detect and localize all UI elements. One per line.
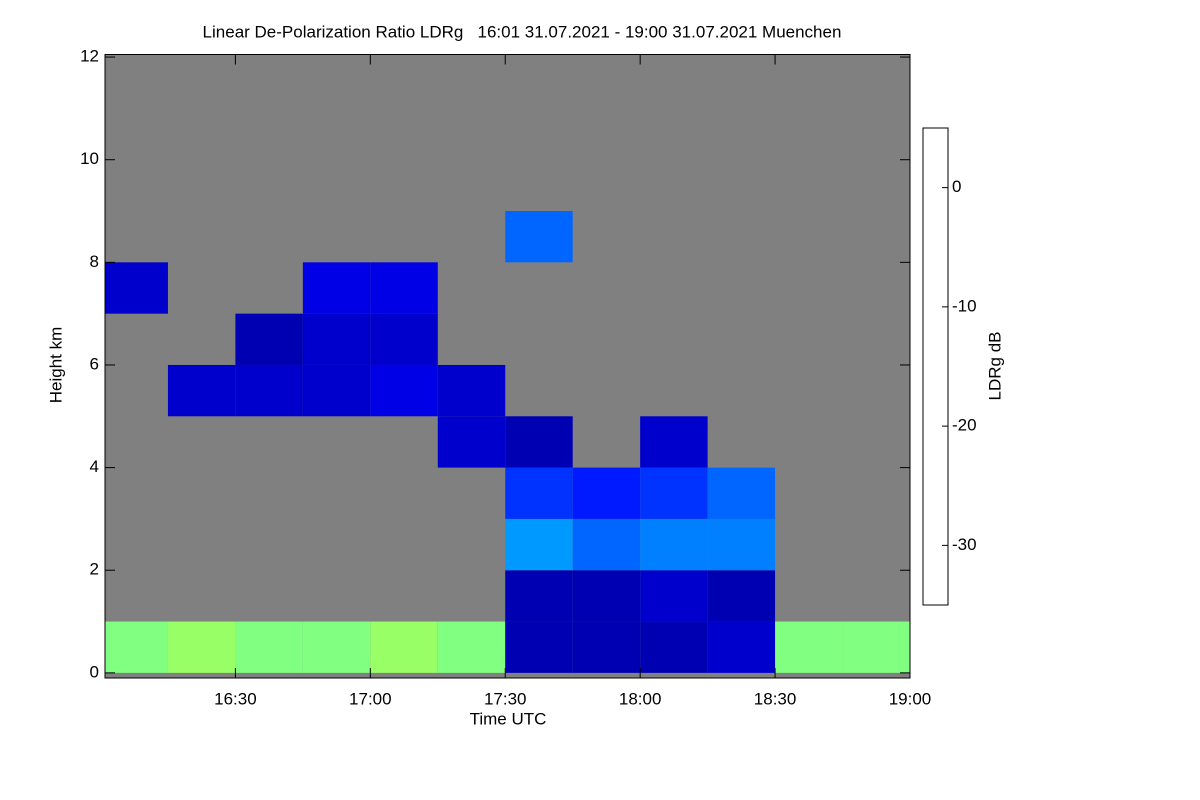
colorbar-tick-label: -30 (952, 535, 977, 554)
chart-title: Linear De-Polarization Ratio LDRg 16:01 … (203, 22, 842, 41)
heatmap-cell (707, 570, 776, 622)
heatmap-cell (370, 621, 438, 673)
heatmap-cell (505, 416, 573, 468)
y-tick-label: 2 (90, 560, 99, 579)
y-tick-label: 4 (90, 457, 99, 476)
heatmap-cell (505, 570, 573, 622)
heatmap-cell (640, 621, 708, 673)
heatmap-cell (572, 467, 641, 519)
heatmap-cell (105, 621, 168, 673)
heatmap-cell (437, 364, 506, 417)
heatmap-cell (707, 621, 776, 673)
heatmap-cell (302, 262, 371, 314)
heatmap-cell (640, 570, 708, 622)
x-tick-label: 19:00 (889, 689, 932, 708)
heatmap-cell (167, 621, 236, 673)
heatmap-cell (572, 518, 641, 571)
heatmap-cell (775, 621, 843, 673)
colorbar (922, 127, 949, 606)
heatmap-cell (505, 518, 573, 571)
heatmap-cell (437, 416, 506, 468)
colorbar-tick-label: -20 (952, 416, 977, 435)
y-axis-label: Height km (46, 327, 65, 404)
heatmap-cell (437, 621, 506, 673)
x-tick-label: 16:30 (214, 689, 257, 708)
heatmap-cell (505, 211, 573, 263)
y-tick-label: 8 (90, 252, 99, 271)
heatmap-cell (572, 570, 641, 622)
y-tick-label: 0 (90, 662, 99, 681)
heatmap-cell (572, 621, 641, 673)
heatmap-cell (302, 313, 371, 365)
x-tick-label: 17:00 (349, 689, 392, 708)
heatmap-cell (640, 518, 708, 571)
colorbar-tick-label: 0 (952, 177, 961, 196)
x-axis-label: Time UTC (470, 709, 547, 728)
y-tick-label: 10 (80, 149, 99, 168)
colorbar-tick-label: -10 (952, 296, 977, 315)
plot-frame (104, 54, 911, 679)
heatmap-cell (640, 467, 708, 519)
heatmap-cell (370, 313, 438, 365)
heatmap-cell (235, 313, 303, 365)
heatmap-cell (235, 364, 303, 417)
heatmap-cell (707, 518, 776, 571)
heatmap-cell (505, 621, 573, 673)
heatmap-cell (370, 262, 438, 314)
heatmap-cell (302, 364, 371, 417)
heatmap-cell (842, 621, 910, 673)
x-tick-label: 18:00 (619, 689, 662, 708)
heatmap-cell (640, 416, 708, 468)
y-tick-label: 6 (90, 354, 99, 373)
x-tick-label: 18:30 (754, 689, 797, 708)
heatmap-cell (707, 467, 776, 519)
heatmap-cell (167, 364, 236, 417)
heatmap-cell (235, 621, 303, 673)
heatmap-cell (370, 364, 438, 417)
heatmap-cell (302, 621, 371, 673)
heatmap-cell (105, 262, 168, 314)
y-tick-label: 12 (80, 47, 99, 66)
heatmap-cell (505, 467, 573, 519)
x-tick-label: 17:30 (484, 689, 527, 708)
colorbar-label: LDRg dB (985, 332, 1004, 401)
